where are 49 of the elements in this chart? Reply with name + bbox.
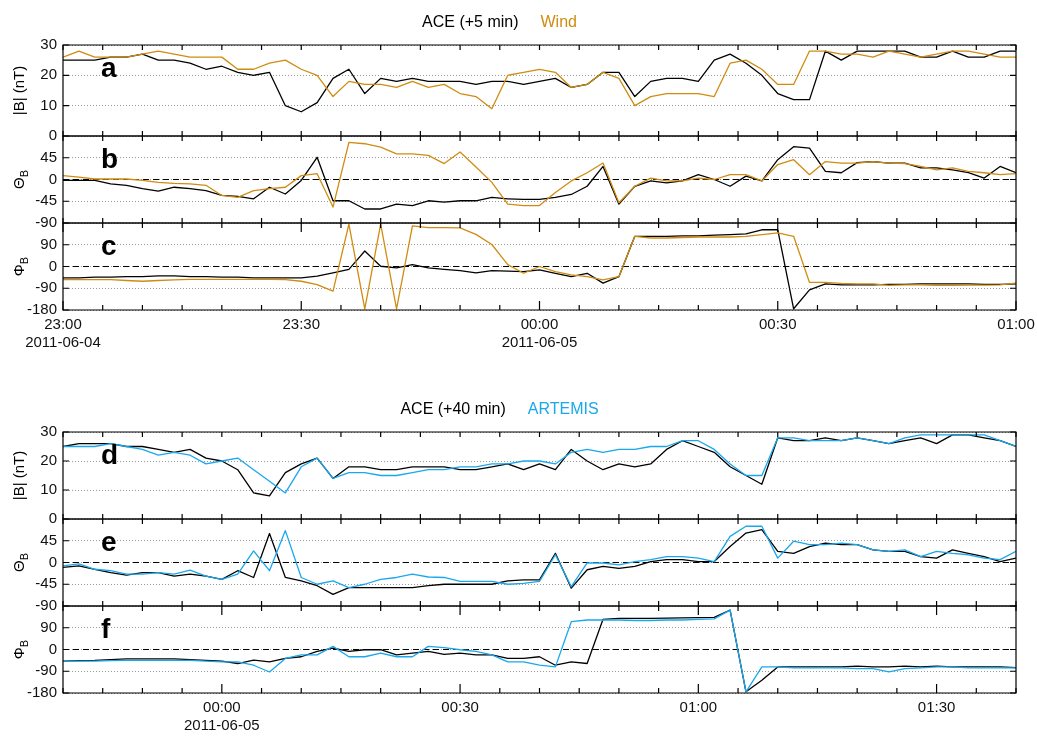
text: ACE (+5 min) — [422, 13, 519, 31]
y-axis-title: ΘB — [10, 169, 31, 189]
y-tick-label: 10 — [40, 480, 57, 498]
y-tick-label: 30 — [40, 35, 57, 53]
y-axis-title: ΦB — [10, 256, 31, 277]
y-tick-label: -45 — [35, 574, 57, 592]
x-tick-label: 00:00 2011-06-05 — [501, 315, 578, 351]
y-tick-label: 90 — [40, 234, 57, 252]
x-tick-label: 23:00 2011-06-04 — [25, 315, 101, 351]
y-tick-label: 20 — [40, 65, 57, 83]
annotation: b — [101, 142, 119, 174]
x-tick-label: 00:30 — [441, 698, 479, 716]
annotation: c — [101, 229, 117, 261]
annotation: e — [101, 525, 117, 557]
text: Wind — [540, 13, 577, 31]
y-tick-label: 0 — [48, 256, 57, 274]
annotation: d — [101, 438, 119, 470]
y-tick-label: -90 — [35, 661, 57, 679]
y-tick-label: 0 — [48, 169, 57, 187]
y-tick-label: 0 — [48, 509, 57, 527]
y-axis-title: ΦB — [10, 639, 31, 660]
y-tick-label: 20 — [40, 451, 57, 469]
y-tick-label: 10 — [40, 95, 57, 113]
x-tick-label: 01:00 — [679, 698, 718, 716]
y-tick-label: 0 — [48, 639, 57, 657]
x-tick-label: 23:30 — [282, 315, 321, 333]
text: ACE (+40 min) — [400, 400, 506, 418]
y-tick-label: -90 — [35, 596, 57, 614]
y-tick-label: -90 — [35, 278, 57, 296]
y-tick-label: 45 — [40, 147, 57, 165]
y-tick-label: -90 — [35, 213, 57, 231]
y-tick-label: -180 — [26, 683, 57, 701]
y-axis-title: |B| (nT) — [10, 65, 28, 116]
annotation: a — [101, 51, 117, 83]
x-tick-label: 01:00 — [997, 315, 1035, 333]
y-tick-label: 45 — [40, 530, 57, 548]
x-tick-label: 00:00 2011-06-05 — [184, 698, 260, 734]
annotation: f — [101, 612, 111, 644]
x-tick-label: 01:30 — [917, 698, 956, 716]
y-axis-title: |B| (nT) — [10, 450, 28, 501]
y-tick-label: 0 — [48, 126, 57, 144]
y-tick-label: 90 — [40, 617, 57, 635]
y-axis-title: ΘB — [10, 552, 31, 572]
y-tick-label: -45 — [35, 191, 57, 209]
y-tick-label: -180 — [26, 300, 57, 318]
y-tick-label: 30 — [40, 422, 57, 440]
x-tick-label: 00:30 — [758, 315, 797, 333]
y-tick-label: 0 — [48, 552, 57, 570]
text: ARTEMIS — [527, 400, 599, 418]
